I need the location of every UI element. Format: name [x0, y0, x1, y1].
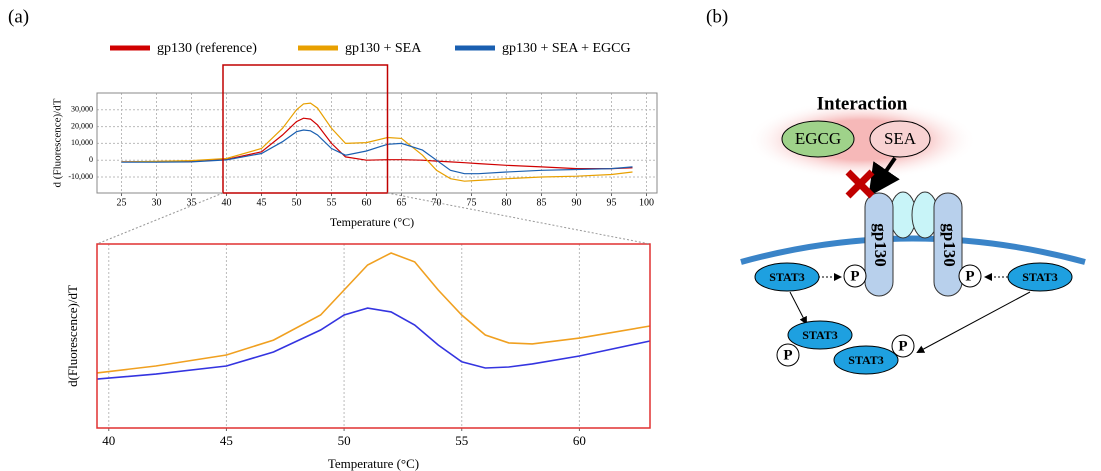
stat3-label: STAT3 [769, 270, 805, 284]
x-tick-label: 45 [220, 433, 233, 448]
panel-label: (a) [8, 6, 29, 27]
receptor [864, 192, 894, 297]
x-tick-label: 95 [607, 197, 617, 208]
x-tick-label: 80 [502, 197, 512, 208]
receptor-label: gp130 [940, 223, 959, 266]
series-line [96, 307, 651, 380]
legend-label: gp130 + SEA [345, 41, 422, 56]
diagram: Interaction EGCG SEA gp130 gp130 STAT3 S… [740, 93, 1086, 375]
phospho [958, 264, 982, 288]
series-line [96, 252, 651, 374]
y-tick-label: 0 [89, 155, 93, 164]
zoom-box [222, 64, 389, 194]
ligand-label: EGCG [795, 129, 841, 148]
stat3 [754, 262, 820, 292]
stat3 [833, 345, 899, 375]
x-tick-label: 90 [572, 197, 582, 208]
x-tick-label: 65 [397, 197, 407, 208]
x-tick-label: 25 [117, 197, 127, 208]
y-axis-label: d (Fluorescence)/dT [52, 98, 64, 187]
stat3 [787, 320, 853, 350]
phospho-label: P [850, 268, 859, 284]
x-axis-label: Temperature (°C) [330, 215, 414, 229]
plot-frame [96, 243, 651, 429]
y-tick-label: 20,000 [71, 121, 93, 130]
x-tick-label: 45 [257, 197, 267, 208]
x-tick-label: 55 [327, 197, 337, 208]
stat3-label: STAT3 [848, 353, 884, 367]
legend-label: gp130 (reference) [157, 41, 257, 56]
x-axis-label: Temperature (°C) [328, 456, 419, 471]
stat3 [1007, 262, 1073, 292]
receptor-label: gp130 [871, 223, 890, 266]
y-tick-label: 10,000 [71, 138, 93, 147]
diagram-title: Interaction [817, 93, 908, 114]
zoom-connector [387, 192, 651, 245]
glow [747, 100, 977, 180]
stat3-label: STAT3 [802, 328, 838, 342]
x-tick-label: 40 [222, 197, 232, 208]
series-line [121, 102, 633, 182]
x-tick-label: 60 [362, 197, 372, 208]
block-mark [845, 169, 875, 199]
ligand [781, 120, 855, 158]
arrow [916, 291, 1031, 353]
legend-label: gp130 + SEA + EGCG [502, 41, 631, 56]
y-tick-label: -10,000 [68, 172, 93, 181]
plot-area [97, 244, 650, 428]
phospho [843, 264, 867, 288]
receptor [933, 192, 963, 297]
phospho [776, 343, 800, 367]
series-line [121, 117, 633, 170]
arrow [789, 291, 807, 325]
x-tick-label: 85 [537, 197, 547, 208]
series-line [121, 129, 633, 175]
phospho-label: P [783, 347, 792, 363]
phospho-label: P [898, 338, 907, 354]
x-tick-label: 50 [338, 433, 351, 448]
y-axis-label: d(Fluorescence)/dT [65, 285, 80, 387]
x-tick-label: 75 [467, 197, 477, 208]
x-tick-label: 50 [292, 197, 302, 208]
arrow [868, 156, 900, 197]
x-tick-label: 60 [573, 433, 586, 448]
phospho [891, 334, 915, 358]
zoom-connector [96, 192, 224, 245]
x-tick-label: 100 [639, 197, 654, 208]
x-tick-label: 40 [102, 433, 115, 448]
phospho-label: P [965, 268, 974, 284]
x-tick-label: 30 [152, 197, 162, 208]
x-tick-label: 35 [187, 197, 197, 208]
y-tick-label: 30,000 [71, 105, 93, 114]
membrane [740, 235, 1086, 265]
panel-label: (b) [706, 6, 728, 27]
ligand-label: SEA [884, 129, 917, 148]
stat3-label: STAT3 [1022, 270, 1058, 284]
x-tick-label: 55 [455, 433, 468, 448]
ligand [869, 120, 931, 158]
